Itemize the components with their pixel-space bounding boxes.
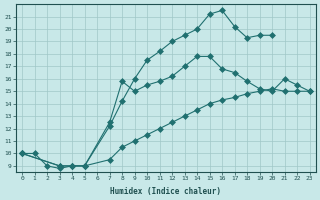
X-axis label: Humidex (Indice chaleur): Humidex (Indice chaleur): [110, 187, 221, 196]
